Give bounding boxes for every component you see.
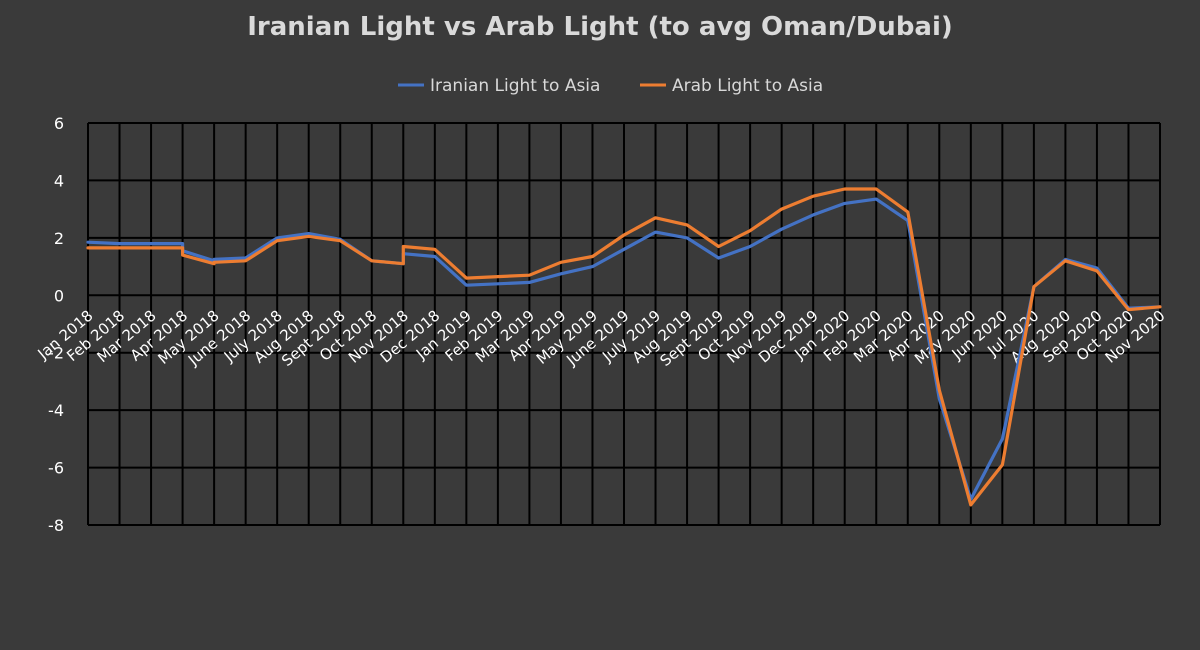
y-tick-label: 0 — [54, 286, 64, 305]
plot-grid — [87, 122, 1161, 526]
y-tick-label: 6 — [54, 114, 64, 133]
series-line — [86, 187, 1162, 507]
legend-label: Iranian Light to Asia — [430, 76, 600, 96]
y-tick-label: 4 — [54, 171, 64, 190]
y-tick-label: -6 — [48, 459, 64, 478]
series-layer — [86, 187, 1162, 507]
legend: Iranian Light to Asia Arab Light to Asia — [398, 76, 823, 96]
y-tick-label: -4 — [48, 401, 64, 420]
legend-label: Arab Light to Asia — [672, 76, 823, 96]
y-tick-label: -2 — [48, 344, 64, 363]
y-tick-label: -8 — [48, 516, 64, 535]
y-tick-label: 2 — [54, 229, 64, 248]
y-axis-ticks: 6 4 2 0 -2 -4 -6 -8 — [48, 114, 64, 535]
chart-title: Iranian Light vs Arab Light (to avg Oman… — [247, 12, 953, 42]
